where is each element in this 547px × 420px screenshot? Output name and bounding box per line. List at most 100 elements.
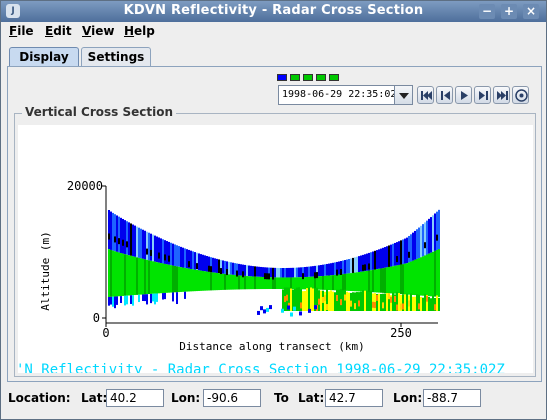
close-button[interactable]: × xyxy=(523,4,539,19)
reflectivity-cell xyxy=(128,255,130,296)
time-segment[interactable] xyxy=(316,74,326,81)
reflectivity-cell xyxy=(126,241,128,248)
reflectivity-cell xyxy=(176,245,178,267)
last-frame-button[interactable] xyxy=(493,86,510,104)
reflectivity-cell xyxy=(288,277,290,290)
reflectivity-cell xyxy=(196,252,198,271)
time-segment[interactable] xyxy=(277,74,287,81)
reflectivity-cell xyxy=(368,252,370,271)
from-lat-field[interactable]: 40.2 xyxy=(106,389,164,407)
reflectivity-cell xyxy=(162,263,164,294)
reflectivity-cell xyxy=(428,253,430,297)
play-button[interactable] xyxy=(455,86,472,104)
reflectivity-cell xyxy=(164,263,166,293)
reflectivity-cell xyxy=(200,254,202,271)
reflectivity-cell xyxy=(414,230,416,260)
reflectivity-cell xyxy=(122,218,124,254)
time-selector[interactable]: 1998-06-29 22:35:02Z xyxy=(278,85,413,105)
reflectivity-cell xyxy=(392,292,394,311)
reflectivity-cell xyxy=(184,267,186,292)
reflectivity-cell xyxy=(416,258,418,296)
reflectivity-cell xyxy=(354,257,356,273)
reflectivity-cell xyxy=(380,268,382,293)
reflectivity-cell xyxy=(296,277,298,290)
reflectivity-cell xyxy=(330,263,332,276)
maximize-button[interactable]: + xyxy=(501,4,517,19)
reflectivity-cell xyxy=(272,267,274,278)
reflectivity-cell xyxy=(424,242,426,249)
menu-file[interactable]: File xyxy=(9,24,34,38)
animation-settings-button[interactable] xyxy=(512,86,529,104)
reflectivity-cell xyxy=(198,253,200,271)
reflectivity-cell xyxy=(344,294,346,301)
menu-edit[interactable]: Edit xyxy=(45,24,72,38)
reflectivity-cell xyxy=(298,287,300,311)
reflectivity-cell xyxy=(400,264,402,295)
reflectivity-cell xyxy=(256,266,258,277)
reflectivity-cell xyxy=(346,273,348,291)
reflectivity-cell xyxy=(164,292,166,300)
java-app-icon[interactable]: J xyxy=(6,4,20,18)
reflectivity-cell xyxy=(134,256,136,296)
reflectivity-cell xyxy=(438,297,440,311)
to-lat-field[interactable]: 42.7 xyxy=(325,389,383,407)
menu-view[interactable]: View xyxy=(82,24,115,38)
title-bar[interactable]: J KDVN Reflectivity - Radar Cross Sectio… xyxy=(1,1,546,22)
reflectivity-cell xyxy=(360,271,362,292)
reflectivity-cell xyxy=(150,260,152,294)
reflectivity-cell xyxy=(268,273,270,280)
reflectivity-cell xyxy=(222,260,224,274)
reflectivity-cell xyxy=(384,247,386,268)
reflectivity-cell xyxy=(198,270,200,291)
reflectivity-cell xyxy=(232,262,234,275)
reflectivity-cell xyxy=(408,235,410,263)
reflectivity-cell xyxy=(116,296,118,305)
reflectivity-cell xyxy=(294,288,296,311)
time-segment[interactable] xyxy=(303,74,313,81)
reflectivity-cell xyxy=(168,255,170,262)
reflectivity-cell xyxy=(392,266,394,294)
minimize-button[interactable]: − xyxy=(479,4,495,19)
reflectivity-cell xyxy=(286,267,288,278)
from-lat-label: Lat: xyxy=(81,391,108,405)
first-frame-button[interactable] xyxy=(417,86,434,104)
reflectivity-cell xyxy=(248,265,250,277)
last-frame-icon xyxy=(497,91,508,100)
reflectivity-cell xyxy=(236,270,238,277)
cross-section-display[interactable]: 20000 0 0 250 Altitude (m) Distance alon… xyxy=(18,125,533,373)
reflectivity-cell xyxy=(236,275,238,290)
reflectivity-cell xyxy=(374,293,376,311)
reflectivity-cell xyxy=(158,262,160,294)
from-lon-field[interactable]: -90.6 xyxy=(203,389,261,407)
reflectivity-cell xyxy=(352,257,354,273)
step-forward-button[interactable] xyxy=(474,86,491,104)
to-lon-field[interactable]: -88.7 xyxy=(423,389,481,407)
reflectivity-cell xyxy=(314,276,316,290)
reflectivity-cell xyxy=(312,266,314,277)
menu-help[interactable]: Help xyxy=(124,24,155,38)
reflectivity-cell xyxy=(430,298,432,311)
reflectivity-cell xyxy=(190,250,192,269)
time-segment[interactable] xyxy=(329,74,339,81)
reflectivity-cell xyxy=(342,274,344,291)
reflectivity-cell xyxy=(150,233,152,261)
reflectivity-cell xyxy=(424,293,426,311)
y-tick-label-bottom: 0 xyxy=(93,311,100,325)
time-segment[interactable] xyxy=(290,74,300,81)
reflectivity-cell xyxy=(282,267,284,278)
step-back-button[interactable] xyxy=(436,86,453,104)
reflectivity-cell xyxy=(366,290,368,311)
reflectivity-cell xyxy=(420,257,422,296)
tab-display[interactable]: Display xyxy=(9,47,79,67)
reflectivity-cell xyxy=(338,289,340,311)
reflectivity-cell xyxy=(356,256,358,273)
cross-section-plot[interactable]: 20000 0 0 250 Altitude (m) Distance alon… xyxy=(18,125,533,373)
reflectivity-cell xyxy=(152,261,154,294)
chevron-down-icon[interactable] xyxy=(394,86,412,104)
reflectivity-cell xyxy=(408,251,410,258)
reflectivity-cell xyxy=(420,296,422,311)
reflectivity-cell xyxy=(278,277,280,290)
reflectivity-cell xyxy=(136,257,138,295)
reflectivity-cell xyxy=(362,264,364,271)
tab-settings[interactable]: Settings xyxy=(81,47,151,67)
